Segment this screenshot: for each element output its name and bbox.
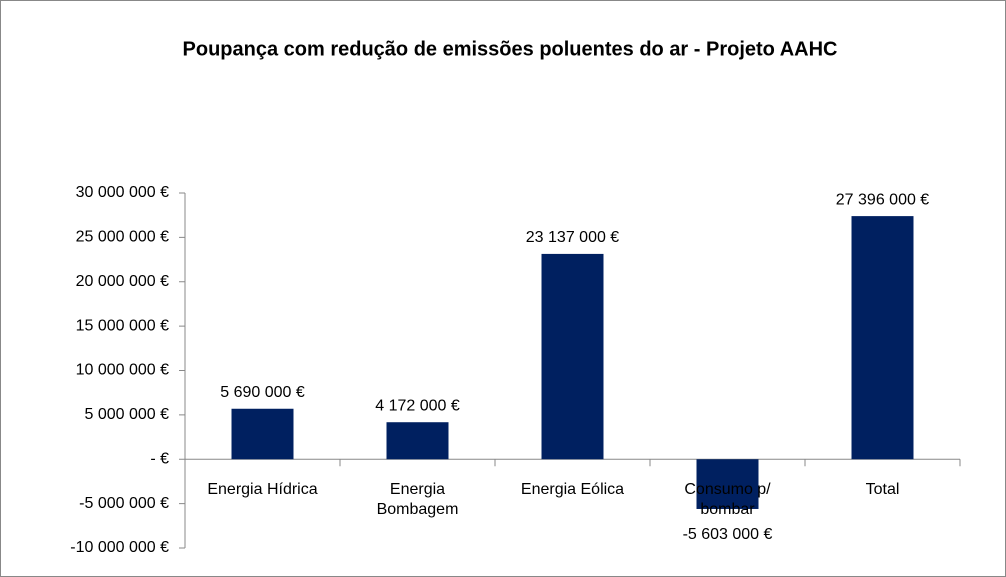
bar [851, 216, 914, 460]
bar [696, 459, 759, 509]
y-tick-label: - € [150, 450, 169, 467]
y-tick-label: 25 000 000 € [76, 229, 170, 246]
x-tick-label: Consumo p/ bombar [684, 481, 771, 519]
data-label: 5 690 000 € [220, 384, 305, 401]
x-tick-label: Energia Eólica [520, 481, 625, 499]
data-label: 4 172 000 € [375, 397, 460, 414]
data-label: -5 603 000 € [683, 526, 773, 543]
chart-title: Poupança com redução de emissões poluent… [183, 38, 838, 60]
y-tick-label: 10 000 000 € [76, 362, 170, 379]
y-tick-label: 30 000 000 € [76, 184, 170, 201]
bar [231, 408, 294, 460]
x-tick-label: Energia Hídrica [207, 481, 318, 499]
bar [541, 253, 604, 460]
y-tick-label: 20 000 000 € [76, 273, 170, 290]
x-tick-label: Energia Bombagem [376, 481, 459, 519]
data-label: 23 137 000 € [526, 229, 620, 246]
y-tick-label: -10 000 000 € [70, 539, 169, 556]
data-label: 27 396 000 € [836, 191, 930, 208]
bar [386, 422, 449, 460]
y-tick-label: 15 000 000 € [76, 317, 170, 334]
y-tick-label: -5 000 000 € [79, 495, 169, 512]
x-tick-label: Total [865, 481, 900, 499]
y-tick-label: 5 000 000 € [84, 406, 169, 423]
